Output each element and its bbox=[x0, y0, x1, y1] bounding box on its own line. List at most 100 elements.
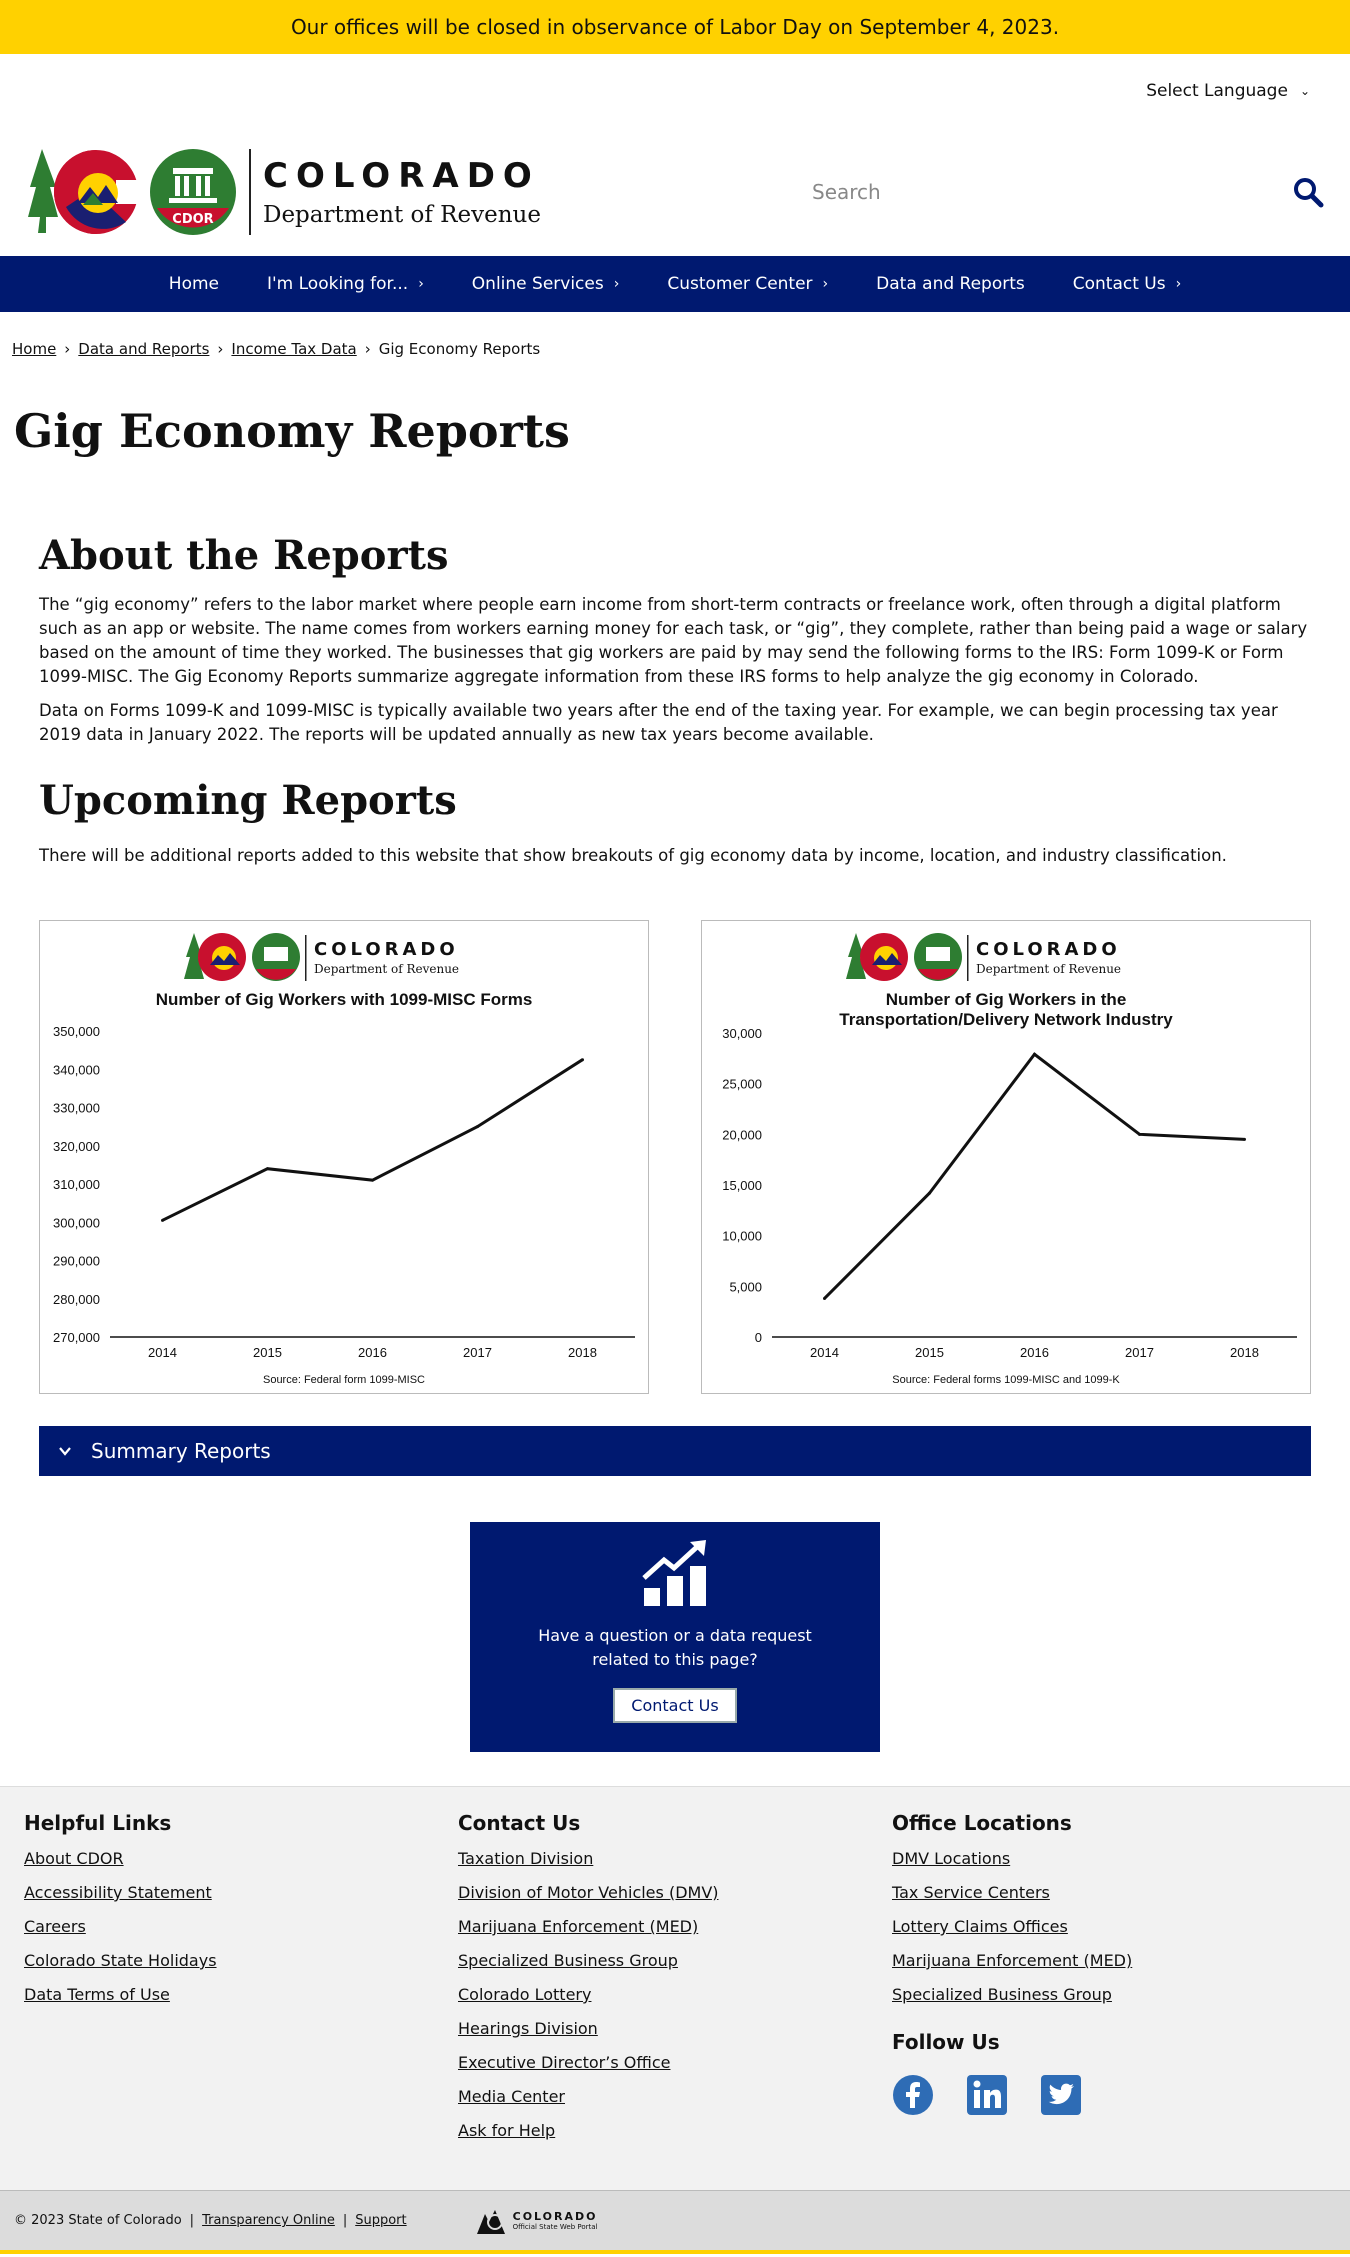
chart-logo-dept: Department of Revenue bbox=[976, 962, 1121, 976]
copyright: © 2023 State of Colorado bbox=[14, 2213, 182, 2228]
x-tick-label: 2016 bbox=[1020, 1345, 1049, 1360]
footer-link[interactable]: Colorado State Holidays bbox=[24, 1951, 217, 1970]
footer-contact-us: Contact Us Taxation Division Division of… bbox=[458, 1811, 892, 2190]
footer-link[interactable]: Executive Director’s Office bbox=[458, 2053, 671, 2072]
about-paragraph-1: The “gig economy” refers to the labor ma… bbox=[39, 595, 1308, 686]
footer-heading-contact: Contact Us bbox=[458, 1811, 581, 1835]
chevron-right-icon: › bbox=[613, 276, 620, 292]
footer-link[interactable]: Accessibility Statement bbox=[24, 1883, 212, 1902]
footer-office-locations: Office Locations DMV Locations Tax Servi… bbox=[892, 1811, 1326, 2190]
chevron-down-icon: ⌄ bbox=[1299, 84, 1310, 98]
data-point bbox=[1033, 1052, 1036, 1056]
x-tick-label: 2018 bbox=[1230, 1345, 1259, 1360]
series-line bbox=[823, 1052, 1245, 1300]
chart-logo: COLORADO Department of Revenue bbox=[846, 933, 1121, 981]
y-tick-label: 25,000 bbox=[722, 1077, 762, 1092]
main-nav: Home I'm Looking for... › Online Services… bbox=[0, 256, 1350, 312]
y-tick-label: 270,000 bbox=[53, 1330, 100, 1345]
footer-link[interactable]: Ask for Help bbox=[458, 2121, 556, 2140]
y-tick-label: 350,000 bbox=[53, 1024, 100, 1039]
y-tick-label: 320,000 bbox=[53, 1139, 100, 1154]
footer-link[interactable]: DMV Locations bbox=[892, 1849, 1011, 1868]
portal-name: COLORADO bbox=[512, 2210, 598, 2223]
twitter-icon[interactable] bbox=[1040, 2074, 1082, 2116]
main-content: About the Reports The “gig economy” refe… bbox=[0, 532, 1350, 1752]
state-portal-logo[interactable]: COLORADO Official State Web Portal bbox=[473, 2206, 598, 2236]
footer-link[interactable]: Colorado Lottery bbox=[458, 1985, 592, 2004]
social-links bbox=[892, 2074, 1326, 2116]
search-icon[interactable] bbox=[1292, 176, 1324, 208]
data-point bbox=[1243, 1137, 1246, 1141]
footer-link[interactable]: Marijuana Enforcement (MED) bbox=[892, 1951, 1133, 1970]
series-line bbox=[161, 1058, 584, 1222]
contact-us-button[interactable]: Contact Us bbox=[613, 1688, 737, 1723]
footer-link[interactable]: Tax Service Centers bbox=[892, 1883, 1050, 1902]
chart-source: Source: Federal form 1099-MISC bbox=[263, 1374, 425, 1386]
chart-source: Source: Federal forms 1099-MISC and 1099… bbox=[892, 1374, 1120, 1386]
breadcrumb: Home › Data and Reports › Income Tax Data › Gi… bbox=[12, 340, 541, 358]
x-tick-label: 2017 bbox=[463, 1345, 492, 1360]
linkedin-icon[interactable] bbox=[966, 2074, 1008, 2116]
language-label: Select Language bbox=[1146, 81, 1288, 101]
logo-dept: Department of Revenue bbox=[263, 202, 541, 228]
chart-logo: COLORADO Department of Revenue bbox=[184, 933, 459, 981]
facebook-icon[interactable] bbox=[892, 2074, 934, 2116]
transparency-online-link[interactable]: Transparency Online bbox=[202, 2213, 335, 2228]
upcoming-heading: Upcoming Reports bbox=[39, 777, 457, 824]
charts-row: COLORADO Department of Revenue Number of G… bbox=[39, 920, 1311, 1394]
y-tick-label: 300,000 bbox=[53, 1215, 100, 1230]
colorado-c-logo-icon bbox=[28, 149, 143, 234]
footer-link[interactable]: Marijuana Enforcement (MED) bbox=[458, 1917, 699, 1936]
language-selector[interactable]: Select Language ⌄ bbox=[0, 54, 1350, 128]
x-tick-label: 2015 bbox=[253, 1345, 282, 1360]
footer-link[interactable]: Division of Motor Vehicles (DMV) bbox=[458, 1883, 719, 1902]
summary-reports-accordion[interactable]: Summary Reports bbox=[39, 1426, 1311, 1476]
chart-misc-svg: COLORADO Department of Revenue Number of G… bbox=[53, 933, 635, 1386]
chart-logo-state: COLORADO bbox=[314, 939, 459, 960]
cta-text: Have a question or a data request relate… bbox=[538, 1626, 812, 1669]
upcoming-paragraph: There will be additional reports added t… bbox=[39, 846, 1227, 865]
cdor-logo[interactable]: CDOR COLORADO Department of Revenue bbox=[28, 147, 541, 237]
footer-heading-offices: Office Locations bbox=[892, 1811, 1072, 1835]
y-tick-label: 30,000 bbox=[722, 1026, 762, 1041]
y-tick-label: 290,000 bbox=[53, 1254, 100, 1269]
footer-link[interactable]: Careers bbox=[24, 1917, 86, 1936]
x-tick-label: 2016 bbox=[358, 1345, 387, 1360]
chart-title: Number of Gig Workers with 1099-MISC For… bbox=[156, 990, 533, 1009]
chart-logo-dept: Department of Revenue bbox=[314, 962, 459, 976]
footer-link[interactable]: Lottery Claims Offices bbox=[892, 1917, 1068, 1936]
footer-link[interactable]: Specialized Business Group bbox=[892, 1985, 1112, 2004]
alert-text: Our offices will be closed in observance… bbox=[290, 15, 1060, 39]
logo-state: COLORADO bbox=[263, 156, 540, 196]
alert-banner: Our offices will be closed in observance… bbox=[0, 0, 1350, 54]
bottom-stripe bbox=[0, 2250, 1350, 2254]
support-link[interactable]: Support bbox=[355, 2213, 407, 2228]
nav-contact-us[interactable]: Contact Us › bbox=[1072, 274, 1182, 294]
footer-link[interactable]: About CDOR bbox=[24, 1849, 124, 1868]
breadcrumb-data-reports[interactable]: Data and Reports bbox=[78, 340, 210, 358]
y-tick-label: 330,000 bbox=[53, 1101, 100, 1116]
nav-looking-for[interactable]: I'm Looking for... › bbox=[266, 274, 424, 294]
chevron-down-icon bbox=[59, 1447, 71, 1456]
nav-home[interactable]: Home bbox=[168, 274, 219, 294]
nav-customer-center[interactable]: Customer Center › bbox=[667, 274, 829, 294]
footer-link[interactable]: Media Center bbox=[458, 2087, 565, 2106]
y-tick-label: 310,000 bbox=[53, 1177, 100, 1192]
breadcrumb-home[interactable]: Home bbox=[12, 340, 57, 358]
breadcrumb-current: Gig Economy Reports bbox=[378, 340, 541, 358]
chevron-right-icon: › bbox=[822, 276, 829, 292]
footer-link[interactable]: Taxation Division bbox=[458, 1849, 594, 1868]
data-point bbox=[371, 1178, 374, 1182]
footer-link[interactable]: Specialized Business Group bbox=[458, 1951, 678, 1970]
footer-link[interactable]: Hearings Division bbox=[458, 2019, 598, 2038]
search-input[interactable] bbox=[812, 180, 1272, 204]
footer-link[interactable]: Data Terms of Use bbox=[24, 1985, 170, 2004]
y-tick-label: 280,000 bbox=[53, 1292, 100, 1307]
data-point bbox=[928, 1191, 931, 1195]
colorado-portal-icon bbox=[476, 2209, 505, 2234]
nav-online-services[interactable]: Online Services › bbox=[471, 274, 620, 294]
breadcrumb-income-tax[interactable]: Income Tax Data bbox=[231, 340, 357, 358]
y-tick-label: 15,000 bbox=[722, 1178, 762, 1193]
data-point bbox=[161, 1218, 164, 1222]
nav-data-reports[interactable]: Data and Reports bbox=[876, 274, 1025, 294]
